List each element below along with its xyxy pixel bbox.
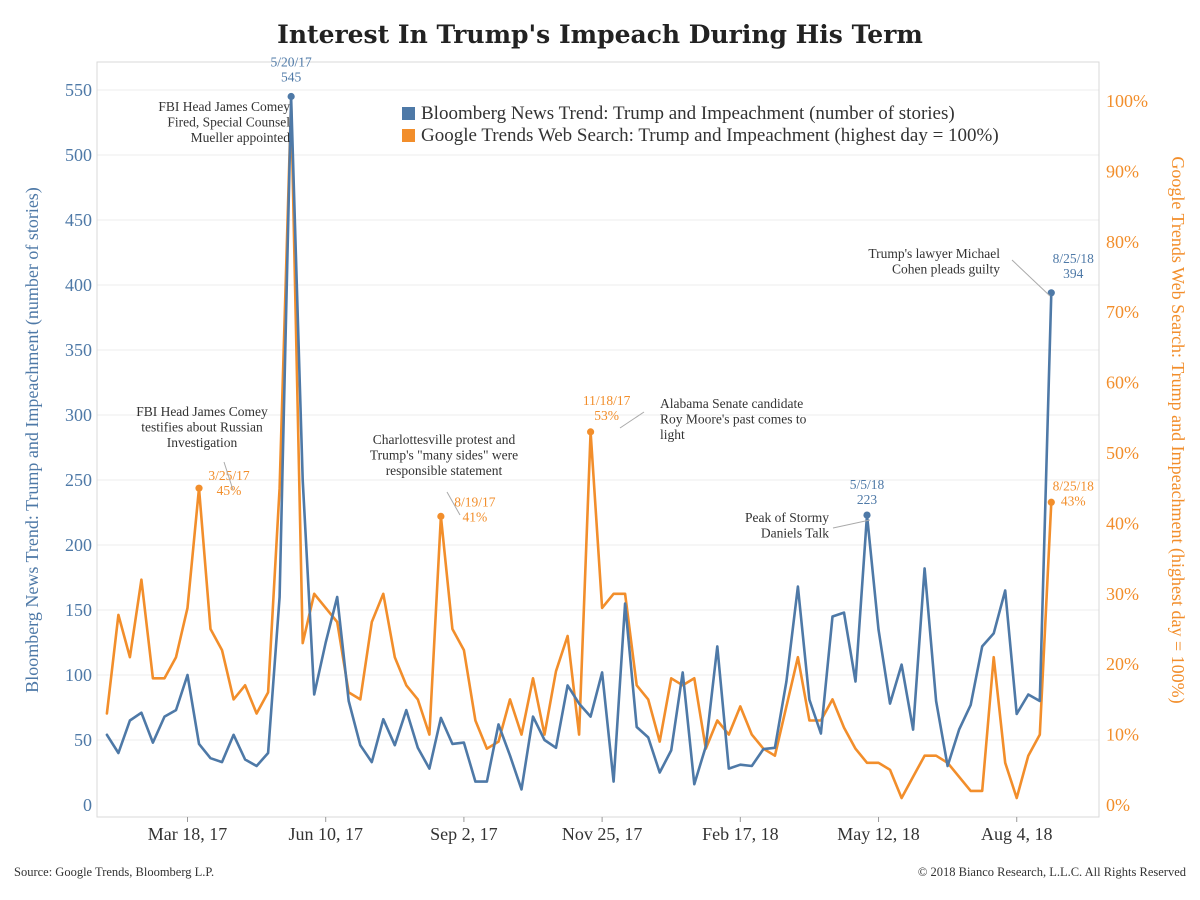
right-tick-label: 70% [1106,302,1139,322]
right-tick-label: 30% [1106,584,1139,604]
annotations: FBI Head James Comey Fired, Special Couns… [136,99,1051,541]
chart-title: Interest In Trump's Impeach During His T… [277,20,923,49]
right-tick-label: 10% [1106,725,1139,745]
left-axis-title: Bloomberg News Trend: Trump and Impeachm… [22,187,43,693]
point-label-date: 8/19/17 [454,494,496,509]
left-tick-label: 150 [65,600,92,620]
point-label-value: 53% [594,408,619,423]
bloomberg-series-line [105,95,1053,791]
point-label-date: 11/18/17 [583,393,631,408]
grid [97,89,1099,741]
annotation: FBI Head James Comey testifies about Russ… [136,404,268,450]
x-tick-label: Feb 17, 18 [702,824,779,844]
plot-frame [96,61,1100,818]
axes: 0 50 100 150 200 250 300 350 400 450 500 550 0% 10% 20… [22,80,1188,844]
left-tick-label: 550 [65,80,92,100]
point-marker [863,511,871,519]
left-tick-label: 500 [65,145,92,165]
right-tick-label: 100% [1106,91,1148,111]
copyright-note: © 2018 Bianco Research, L.L.C. All Right… [918,865,1187,879]
annotation-leader [446,491,461,516]
right-axis-title: Google Trends Web Search: Trump and Impe… [1167,156,1188,703]
annotation: Charlottesville protest and Trump's "many… [370,432,518,478]
legend: Bloomberg News Trend: Trump and Impeachm… [402,103,999,146]
annotation-leader [619,411,645,429]
annotation: Alabama Senate candidate Roy Moore's past… [660,396,807,442]
point-label-date: 8/25/18 [1053,251,1095,266]
point-label-value: 223 [857,492,878,507]
x-tick-label: Nov 25, 17 [562,824,643,844]
point-label-value: 41% [462,509,487,524]
point-marker [1047,498,1055,506]
x-tick-label: Jun 10, 17 [288,824,363,844]
annotation: Peak of Stormy Daniels Talk [745,510,829,541]
left-tick-label: 400 [65,275,92,295]
legend-swatch [402,107,415,120]
annotation-leader [223,461,234,491]
point-label-value: 45% [217,483,242,498]
annotation-leader [832,519,871,529]
point-label-date: 5/5/18 [850,477,885,492]
x-tick-label: Sep 2, 17 [430,824,498,844]
right-tick-label: 0% [1106,795,1130,815]
legend-swatch [402,129,415,142]
right-tick-label: 80% [1106,232,1139,252]
google-series-line [105,99,1053,800]
point-label-date: 8/25/18 [1053,478,1095,493]
left-tick-label: 50 [74,730,92,750]
left-tick-label: 0 [83,795,92,815]
right-tick-label: 50% [1106,443,1139,463]
annotation: FBI Head James Comey Fired, Special Couns… [158,99,290,145]
point-label-date: 5/20/17 [271,55,313,70]
point-marker [586,428,595,436]
point-marker [1047,289,1055,297]
left-tick-label: 300 [65,405,92,425]
legend-label: Bloomberg News Trend: Trump and Impeachm… [421,103,955,124]
point-labels: 5/20/175455/5/182238/25/183943/25/1745%8… [195,55,1095,524]
left-tick-label: 200 [65,535,92,555]
point-label-value: 545 [281,70,302,85]
left-tick-label: 450 [65,210,92,230]
left-tick-label: 250 [65,470,92,490]
legend-label: Google Trends Web Search: Trump and Impe… [421,125,999,146]
x-tick-label: May 12, 18 [837,824,920,844]
point-marker [195,484,203,492]
left-tick-label: 100 [65,665,92,685]
annotation: Trump's lawyer Michael Cohen pleads guilt… [868,246,1000,277]
x-tick-label: Mar 18, 17 [148,824,228,844]
left-tick-label: 350 [65,340,92,360]
right-tick-label: 40% [1106,513,1139,533]
point-label-date: 3/25/17 [208,468,250,483]
annotation-leader [1011,259,1051,297]
point-label-value: 43% [1061,493,1086,508]
series [105,95,1053,800]
x-tick-label: Aug 4, 18 [981,824,1053,844]
right-tick-label: 60% [1106,373,1139,393]
point-marker [437,512,445,520]
source-note: Source: Google Trends, Bloomberg L.P. [14,865,214,879]
right-tick-label: 20% [1106,654,1139,674]
right-tick-label: 90% [1106,161,1139,181]
point-label-value: 394 [1063,266,1084,281]
point-marker [287,92,295,101]
